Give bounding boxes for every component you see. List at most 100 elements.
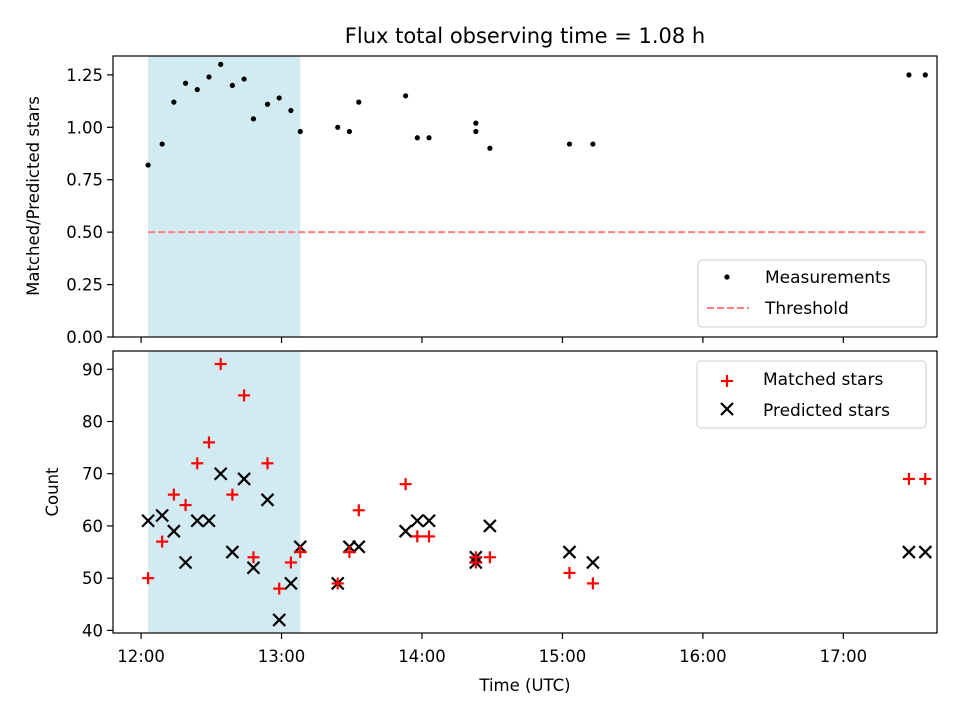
measurement-point (426, 135, 432, 141)
predicted-stars-point (225, 545, 240, 559)
predicted-stars-point (167, 524, 181, 538)
measurement-point (241, 76, 247, 82)
measurement-point (487, 145, 493, 151)
matched-stars-point (214, 358, 227, 371)
count-legend: Matched stars Predicted stars (696, 360, 927, 429)
count-axes-frame (112, 350, 938, 634)
matched-stars-point (156, 535, 169, 548)
legend-measurements-marker (724, 274, 730, 280)
predicted-stars-point (410, 513, 425, 528)
measurement-point (473, 120, 479, 126)
count-x-ticks: 12:00 13:00 14:00 15:00 16:00 17:00 (117, 633, 867, 666)
matched-stars-point (247, 551, 260, 564)
measurement-point (229, 82, 235, 88)
predicted-stars-point (284, 576, 298, 591)
ratio-legend-box (697, 259, 927, 328)
y-tick-label: 70 (82, 465, 103, 484)
matched-stars-point (352, 504, 365, 517)
matched-stars-point (919, 472, 932, 485)
measurement-point (182, 80, 189, 86)
count-marks (141, 358, 933, 627)
predicted-stars-point (202, 513, 216, 528)
ratio-marks (145, 61, 928, 234)
y-tick-label: 1.25 (66, 66, 103, 85)
measurement-point (276, 95, 282, 101)
predicted-stars-point (272, 613, 286, 627)
measurement-point (346, 128, 353, 135)
matched-stars-point (483, 551, 496, 564)
measurement-point (159, 141, 165, 147)
y-tick-label: 50 (82, 569, 103, 588)
predicted-stars-point (178, 555, 193, 570)
ratio-axes-frame (112, 55, 938, 338)
x-tick-label: 16:00 (679, 647, 727, 666)
measurement-point (473, 128, 479, 135)
measurement-point (288, 107, 294, 114)
x-tick-label: 17:00 (820, 647, 868, 666)
matched-stars-point (343, 546, 356, 559)
observing-window-shade (148, 351, 301, 633)
y-tick-label: 0.50 (66, 223, 103, 242)
predicted-stars-point (155, 508, 169, 523)
predicted-stars-point (213, 466, 228, 481)
legend-predicted-label: Predicted stars (763, 401, 890, 421)
measurement-point (566, 141, 573, 147)
matched-stars-point (191, 457, 204, 470)
measurement-point (297, 128, 303, 135)
count-y-axis-label: Count (43, 467, 62, 517)
legend-matched-marker (721, 375, 733, 387)
matched-stars-point (142, 572, 155, 585)
count-panel: 40 50 60 70 80 90 12:00 13:00 14:00 15:00 16:00 17… (43, 350, 938, 695)
count-y-ticks: 40 50 60 70 80 90 (82, 360, 113, 640)
measurement-point (264, 101, 271, 107)
y-tick-label: 60 (82, 517, 103, 536)
y-tick-label: 90 (82, 360, 103, 379)
predicted-stars-point (352, 540, 366, 554)
predicted-stars-point (918, 545, 933, 559)
predicted-stars-point (398, 524, 413, 538)
predicted-stars-point (422, 513, 436, 528)
measurement-point (590, 141, 596, 147)
legend-predicted-marker (720, 402, 734, 416)
matched-stars-point (586, 577, 599, 590)
measurement-point (356, 99, 362, 105)
predicted-stars-point (260, 493, 275, 507)
x-tick-label: 13:00 (258, 647, 306, 666)
measurement-point (906, 72, 912, 78)
matched-stars-point (261, 457, 274, 470)
chart-title: Flux total observing time = 1.08 h (345, 24, 705, 48)
x-tick-label: 12:00 (117, 647, 165, 666)
predicted-stars-point (246, 560, 261, 575)
x-axis-label: Time (UTC) (478, 676, 570, 695)
legend-threshold-label: Threshold (764, 299, 849, 319)
measurement-point (250, 116, 257, 122)
x-tick-label: 15:00 (539, 647, 587, 666)
matched-stars-point (284, 556, 297, 569)
predicted-stars-point (902, 545, 916, 559)
measurement-point (194, 86, 200, 93)
predicted-stars-point (586, 555, 600, 570)
predicted-stars-point (237, 472, 251, 486)
matched-stars-point (238, 389, 251, 402)
measurement-point (922, 72, 928, 78)
predicted-stars-point (141, 513, 155, 528)
predicted-stars-point (562, 545, 577, 559)
y-tick-label: 1.00 (66, 118, 103, 137)
measurement-point (145, 162, 151, 168)
ratio-legend: Measurements Threshold (697, 259, 927, 328)
matched-stars-point (411, 530, 424, 543)
ratio-y-axis-label: Matched/Predicted stars (24, 96, 43, 296)
count-legend-box (696, 360, 927, 429)
ratio-y-ticks: 0.00 0.25 0.50 0.75 1.00 1.25 (66, 66, 113, 347)
measurement-point (335, 124, 341, 130)
measurement-point (218, 61, 224, 67)
ratio-panel: 0.00 0.25 0.50 0.75 1.00 1.25 Matched/Predict… (24, 55, 938, 347)
y-tick-label: 0.25 (66, 276, 103, 295)
y-tick-label: 0.75 (66, 171, 103, 190)
y-tick-label: 0.00 (66, 328, 103, 347)
legend-matched-label: Matched stars (763, 370, 883, 390)
matched-stars-point (273, 582, 286, 595)
matched-stars-point (167, 488, 180, 501)
matched-stars-point (294, 546, 307, 559)
